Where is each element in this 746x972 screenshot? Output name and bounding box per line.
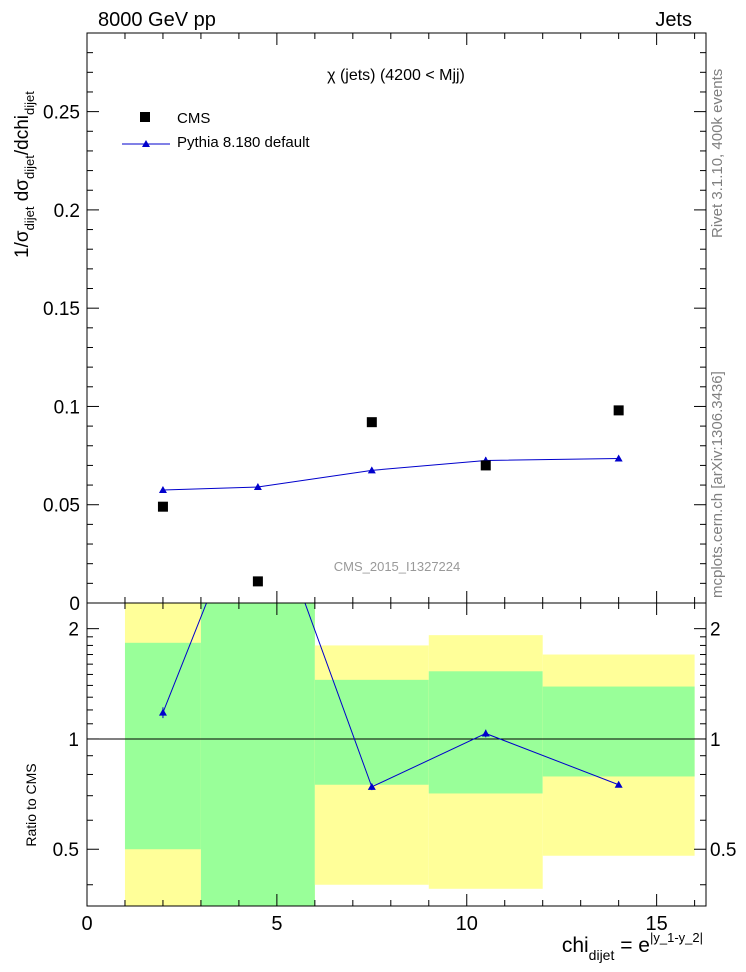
ratio-green-band [314, 679, 429, 785]
legend-cms-label: CMS [177, 110, 210, 127]
main-y-tick-label: 0.2 [54, 201, 80, 222]
legend-cms-marker [140, 112, 150, 122]
pythia-point [158, 485, 167, 493]
main-title: χ (jets) (4200 < Mjj) [327, 67, 465, 84]
ratio-green-band [200, 603, 315, 906]
legend: CMS Pythia 8.180 default [122, 110, 310, 151]
main-y-tick-label: 0.25 [43, 103, 80, 124]
cms-point [480, 460, 491, 471]
main-y-axis-title: 1/σdijet dσdijet/dchidijet [12, 91, 37, 258]
main-y-tick-label: 0.05 [43, 496, 80, 517]
main-y-tick-label: 0.15 [43, 299, 80, 320]
header-energy: 8000 GeV pp [98, 9, 216, 31]
ratio-x-tick-label: 10 [456, 913, 478, 935]
ratio-x-tick-label: 0 [81, 913, 92, 935]
ratio-point [367, 782, 376, 790]
ratio-green-band [542, 686, 695, 777]
cms-point [252, 576, 263, 587]
ratio-point [481, 729, 490, 737]
ratio-x-tick-label: 15 [646, 913, 668, 935]
ratio-y-tick-label-right: 0.5 [710, 840, 736, 861]
ratio-y-tick-label: 2 [68, 620, 79, 641]
cms-point [366, 417, 377, 428]
pythia-point [367, 466, 376, 474]
ratio-y-tick-label: 0.5 [53, 840, 79, 861]
ratio-green-band [124, 642, 201, 850]
pythia-point [253, 483, 262, 491]
ratio-y-tick-label-right: 2 [710, 620, 721, 641]
pythia-line [162, 458, 619, 491]
ratio-panel-frame [86, 602, 707, 907]
cms-point [157, 501, 168, 512]
pythia-point [614, 454, 623, 462]
ratio-x-tick-label: 5 [271, 913, 282, 935]
mcplots-label: mcplots.cern.ch [arXiv:1306.3436] [709, 371, 726, 598]
ratio-y-tick-label-right: 1 [710, 730, 721, 751]
legend-pythia-label: Pythia 8.180 default [177, 134, 310, 151]
main-y-tick-label: 0.1 [54, 397, 80, 418]
ratio-point [158, 708, 167, 716]
watermark: CMS_2015_I1327224 [334, 559, 461, 574]
cms-point [613, 405, 624, 416]
ratio-y-tick-label: 1 [68, 730, 79, 751]
ratio-point [614, 780, 623, 788]
main-y-tick-label: 0 [69, 594, 80, 615]
ratio-y-axis-title: Ratio to CMS [23, 763, 39, 846]
ratio-panel: 0.5 0.5 1 1 2 2 0 5 10 15 Ratio to CMS chidijet =… [23, 602, 736, 963]
legend-pythia-marker [142, 140, 150, 147]
rivet-label: Rivet 3.1.10, 400k events [709, 69, 726, 238]
header-process: Jets [655, 9, 692, 31]
main-panel: 0 0.05 0.1 0.15 0.2 0.25 χ (jets) (4200 < Mjj… [12, 32, 707, 615]
ratio-x-axis-title: chidijet = e|y_1-y_2| [562, 930, 703, 963]
